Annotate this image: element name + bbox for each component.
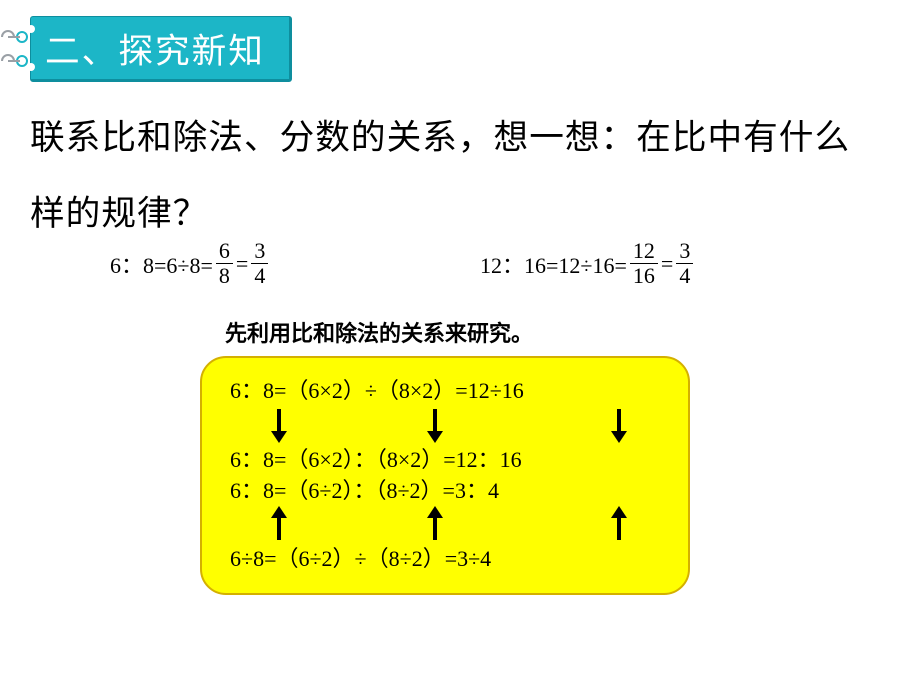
eq-eq: = bbox=[236, 251, 248, 277]
section-title-text: 二、探究新知 bbox=[45, 33, 265, 71]
yb-line-4: 6÷8=（6÷2）÷（8÷2）=3÷4 bbox=[230, 544, 660, 575]
intro-text: 联系比和除法、分数的关系，想一想：在比中有什么样的规律？ bbox=[30, 119, 850, 233]
fraction-den: 8 bbox=[216, 264, 233, 287]
eq-eq: = bbox=[661, 251, 673, 277]
ring-icon bbox=[0, 30, 28, 44]
yb-line-1: 6：8=（6×2）÷（8×2）=12÷16 bbox=[230, 376, 660, 407]
arrow-up-icon bbox=[608, 506, 630, 542]
fraction-den: 4 bbox=[251, 264, 268, 287]
fraction-num: 12 bbox=[630, 240, 658, 264]
tab-notch-icon bbox=[27, 25, 35, 33]
arrows-down-row bbox=[230, 407, 660, 445]
eq-left-prefix: 6：8=6÷8= bbox=[110, 248, 213, 280]
arrow-down-icon bbox=[268, 407, 290, 443]
eq-right-prefix: 12：16=12÷16= bbox=[480, 248, 627, 280]
arrow-up-icon bbox=[268, 506, 290, 542]
arrow-down-icon bbox=[424, 407, 446, 443]
equation-right: 12：16=12÷16= 12 16 = 3 4 bbox=[480, 240, 696, 287]
arrow-down-icon bbox=[608, 407, 630, 443]
yb-line-2: 6：8=（6×2）：（8×2）=12：16 bbox=[230, 445, 660, 476]
sub-heading-text: 先利用比和除法的关系来研究。 bbox=[225, 321, 533, 346]
fraction: 3 4 bbox=[676, 240, 693, 287]
section-title-tab: 二、探究新知 bbox=[30, 16, 292, 82]
highlight-block: 6：8=（6×2）÷（8×2）=12÷16 6：8=（6×2）：（8×2）=12… bbox=[200, 356, 690, 595]
fraction-den: 16 bbox=[630, 264, 658, 287]
arrows-up-row bbox=[230, 506, 660, 544]
fraction: 6 8 bbox=[216, 240, 233, 287]
intro-paragraph: 联系比和除法、分数的关系，想一想：在比中有什么样的规律？ bbox=[30, 100, 880, 253]
fraction-den: 4 bbox=[676, 264, 693, 287]
fraction: 12 16 bbox=[630, 240, 658, 287]
header-tab-wrap: 二、探究新知 bbox=[0, 16, 292, 82]
arrow-up-icon bbox=[424, 506, 446, 542]
tab-notch-icon bbox=[27, 63, 35, 71]
ring-binding bbox=[0, 30, 28, 68]
fraction-num: 3 bbox=[676, 240, 693, 264]
sub-heading: 先利用比和除法的关系来研究。 bbox=[225, 316, 533, 348]
fraction: 3 4 bbox=[251, 240, 268, 287]
fraction-num: 3 bbox=[251, 240, 268, 264]
equation-left: 6：8=6÷8= 6 8 = 3 4 bbox=[110, 240, 271, 287]
ring-icon bbox=[0, 54, 28, 68]
yb-line-3: 6：8=（6÷2）：（8÷2）=3：4 bbox=[230, 476, 660, 507]
fraction-num: 6 bbox=[216, 240, 233, 264]
